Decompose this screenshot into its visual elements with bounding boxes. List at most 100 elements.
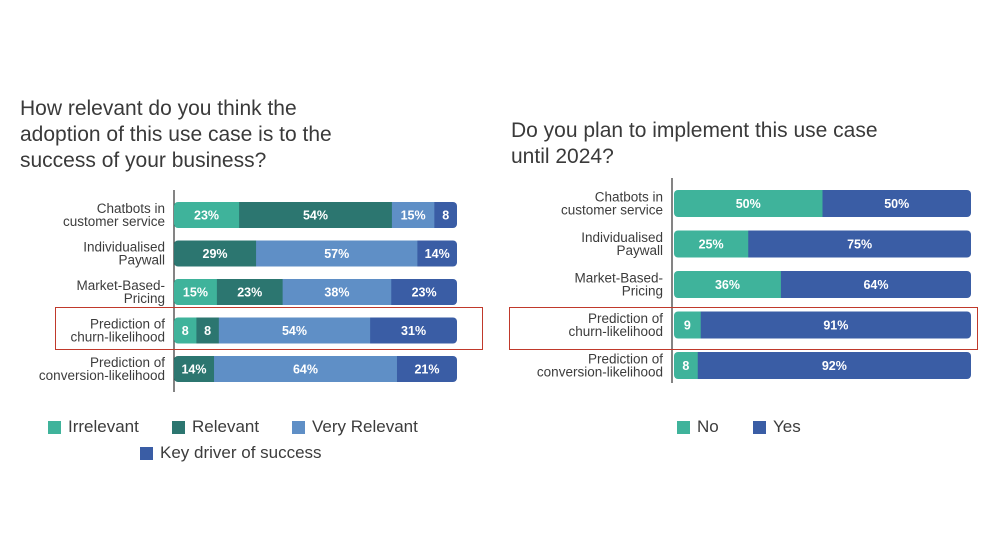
legend-swatch <box>48 420 61 434</box>
legend-item-no: No <box>677 417 719 437</box>
left-bar-row: Chatbots in customer service 23% 54% 15% 8 <box>63 201 457 229</box>
bar-segment-key-driver-of-success <box>434 202 457 228</box>
legend-item-irrelevant: Irrelevant <box>48 417 139 437</box>
bar-segment-very-relevant <box>256 240 418 267</box>
left-bar-row: Prediction of churn-likelihood 8 8 54% 31% <box>70 317 457 345</box>
legend-item-relevant: Relevant <box>172 417 259 437</box>
bar-segment-yes <box>822 190 971 217</box>
legend-label: Irrelevant <box>68 417 139 436</box>
bar-segment-relevant <box>239 202 393 228</box>
legend-label: Relevant <box>192 417 260 436</box>
legend-swatch <box>677 420 690 434</box>
data-label: 64% <box>293 363 318 377</box>
right-bar-row: Prediction of churn-likelihood 9 91% <box>568 311 971 339</box>
legend-swatch <box>140 446 153 460</box>
category-label: Chatbots in customer service <box>63 201 165 229</box>
data-label: 36% <box>715 278 740 292</box>
category-label: Prediction of conversion-likelihood <box>537 352 663 380</box>
legend-swatch <box>172 420 185 434</box>
data-label: 23% <box>412 286 437 300</box>
legend-label: Key driver of success <box>160 443 322 462</box>
data-label: 57% <box>324 247 349 261</box>
data-label: 29% <box>203 247 228 261</box>
category-label: Prediction of conversion-likelihood <box>39 355 165 383</box>
legend-swatch <box>753 420 766 434</box>
bar-segment-key-driver-of-success <box>391 279 457 305</box>
bar-segment-yes <box>780 271 971 298</box>
data-label: 14% <box>181 363 206 377</box>
left-bar-row: Prediction of conversion-likelihood 14% 64%… <box>39 355 457 383</box>
legend-label: Very Relevant <box>312 417 418 436</box>
category-label: Prediction of churn-likelihood <box>70 317 165 345</box>
data-label: 31% <box>401 324 426 338</box>
bar-segment-irrelevant <box>174 279 218 305</box>
data-label: 50% <box>736 197 761 211</box>
data-label: 23% <box>194 209 219 223</box>
bar-segment-irrelevant <box>174 202 240 228</box>
data-label: 9 <box>684 319 691 333</box>
legend-item-very-relevant: Very Relevant <box>292 417 418 437</box>
data-label: 50% <box>884 197 909 211</box>
bar-segment-key-driver-of-success <box>370 317 457 344</box>
data-label: 21% <box>414 363 439 377</box>
right-chart-title: Do you plan to implement this use case u… <box>511 119 878 168</box>
bar-segment-no <box>674 230 749 258</box>
legend-item-yes: Yes <box>753 417 801 437</box>
category-label: Individualised Paywall <box>83 240 165 268</box>
data-label: 8 <box>442 209 449 223</box>
bar-segment-relevant <box>196 317 220 344</box>
left-bar-row: Market-Based-Pricing 15% 23% 38% 23% <box>76 278 457 306</box>
churn-row-highlight-right <box>509 307 978 350</box>
data-label: 8 <box>182 324 189 338</box>
category-label: Chatbots in customer service <box>561 190 663 218</box>
category-label: Market-Based-Pricing <box>574 271 663 299</box>
bar-segment-yes <box>700 311 971 339</box>
data-label: 54% <box>282 324 307 338</box>
data-label: 75% <box>847 238 872 252</box>
data-label: 38% <box>324 286 349 300</box>
data-label: 15% <box>401 209 426 223</box>
data-label: 54% <box>303 209 328 223</box>
left-bar-row: Individualised Paywall 29% 57% 14% <box>83 240 457 268</box>
bar-segment-key-driver-of-success <box>396 356 457 382</box>
bar-segment-no <box>674 311 702 339</box>
bar-segment-very-relevant <box>214 356 398 382</box>
right-bar-row: Prediction of conversion-likelihood 8 92% <box>537 352 971 380</box>
bar-segment-yes <box>748 230 971 258</box>
data-label: 25% <box>699 238 724 252</box>
right-bar-row: Individualised Paywall 25% 75% <box>581 230 971 258</box>
bar-segment-very-relevant <box>282 279 392 305</box>
bar-segment-very-relevant <box>218 317 371 344</box>
data-label: 64% <box>863 278 888 292</box>
category-label: Individualised Paywall <box>581 230 663 258</box>
right-bar-row: Market-Based-Pricing 36% 64% <box>574 271 971 299</box>
bar-segment-yes <box>697 352 971 379</box>
bar-segment-relevant <box>174 356 215 382</box>
bar-segment-very-relevant <box>391 202 435 228</box>
category-label: Market-Based-Pricing <box>76 278 165 306</box>
left-chart-title: How relevant do you think the adoption o… <box>20 97 332 172</box>
right-bar-row: Chatbots in customer service 50% 50% <box>561 190 971 218</box>
data-label: 8 <box>682 359 689 373</box>
data-label: 14% <box>425 247 450 261</box>
bar-segment-no <box>674 271 782 298</box>
data-label: 15% <box>183 286 208 300</box>
category-label: Prediction of churn-likelihood <box>568 311 663 339</box>
data-label: 92% <box>822 359 847 373</box>
legend-item-key-driver: Key driver of success <box>140 443 322 463</box>
legend-label: No <box>697 417 719 436</box>
bar-segment-irrelevant <box>174 317 197 344</box>
data-label: 91% <box>823 319 848 333</box>
churn-row-highlight-left <box>55 307 483 350</box>
data-label: 23% <box>237 286 262 300</box>
bar-segment-key-driver-of-success <box>417 240 457 267</box>
bar-segment-no <box>674 190 823 217</box>
data-label: 8 <box>204 324 211 338</box>
bar-segment-no <box>674 352 699 379</box>
legend-swatch <box>292 420 305 434</box>
legend-label: Yes <box>773 417 801 436</box>
bar-segment-relevant <box>216 279 284 305</box>
bar-segment-relevant <box>174 240 257 267</box>
